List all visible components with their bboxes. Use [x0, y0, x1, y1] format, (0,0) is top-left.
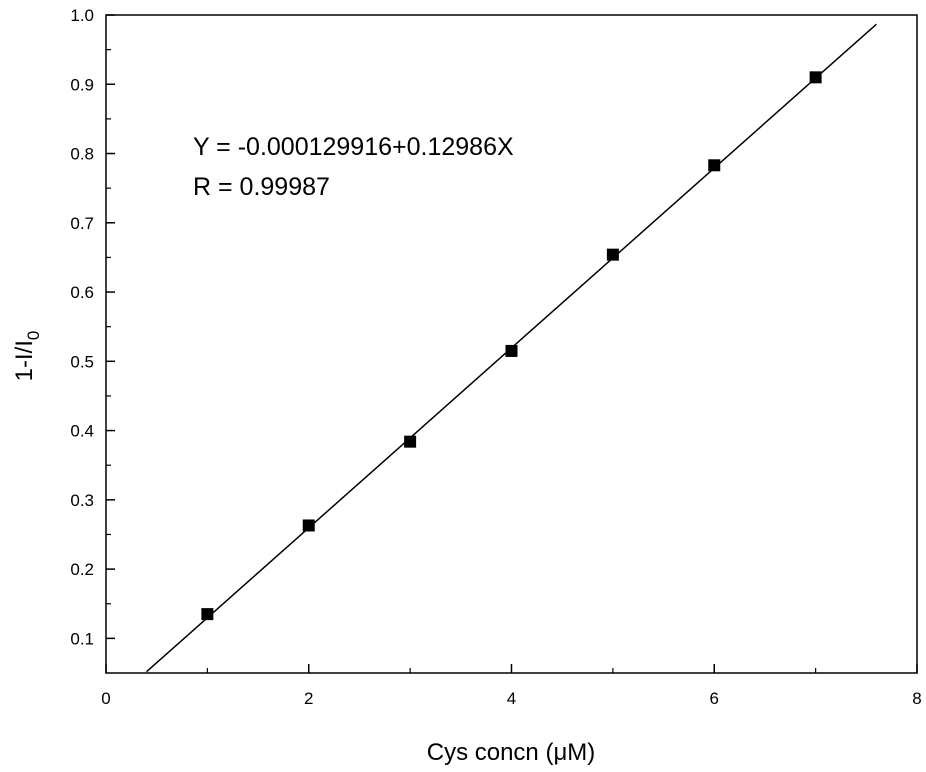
x-tick-label: 0	[101, 689, 110, 708]
data-point	[505, 344, 518, 357]
data-point	[606, 248, 619, 261]
data-point	[201, 608, 214, 621]
x-axis-ticks	[105, 664, 918, 673]
x-tick-label: 8	[912, 689, 921, 708]
data-points	[201, 71, 822, 621]
x-tick-label: 4	[507, 689, 516, 708]
y-tick-label: 0.7	[70, 214, 94, 233]
x-axis-tick-labels: 0 2 4 6 8	[101, 689, 921, 708]
y-tick-label: 0.5	[70, 352, 94, 371]
data-point	[809, 71, 822, 84]
y-axis-label-main: 1-I/I	[11, 340, 38, 381]
y-axis-ticks	[106, 14, 115, 640]
y-axis-label: 1-I/I0	[11, 331, 43, 382]
y-tick-label: 1.0	[70, 6, 94, 25]
r-value-annotation: R = 0.99987	[193, 173, 330, 201]
y-tick-label: 0.3	[70, 491, 94, 510]
x-tick-label: 6	[710, 689, 719, 708]
y-tick-label: 0.8	[70, 145, 94, 164]
y-tick-label: 0.1	[70, 629, 94, 648]
plot-area-frame	[105, 14, 918, 674]
y-tick-label: 0.6	[70, 283, 94, 302]
y-tick-label: 0.4	[70, 422, 94, 441]
y-axis-tick-labels: 0.1 0.2 0.3 0.4 0.5 0.6 0.7 0.8 0.9 1.0	[70, 6, 94, 648]
y-tick-label: 0.2	[70, 560, 94, 579]
data-point	[302, 519, 315, 532]
equation-annotation: Y = -0.000129916+0.12986X	[193, 133, 514, 161]
x-tick-label: 2	[304, 689, 313, 708]
y-axis-label-subscript: 0	[24, 331, 43, 340]
x-axis-label: Cys concn (μM)	[427, 739, 596, 766]
data-point	[708, 159, 721, 172]
data-point	[404, 435, 417, 448]
y-tick-label: 0.9	[70, 75, 94, 94]
